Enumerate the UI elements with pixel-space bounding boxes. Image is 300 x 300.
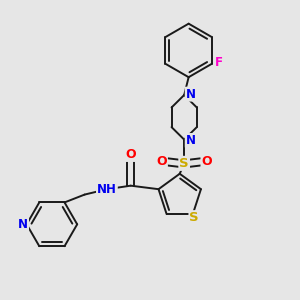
Text: NH: NH [97,183,117,196]
Text: N: N [186,88,196,100]
Text: S: S [190,211,199,224]
Text: N: N [18,218,28,231]
Text: F: F [215,56,223,69]
Text: O: O [202,155,212,168]
Text: O: O [156,155,167,168]
Text: S: S [179,157,189,170]
Text: O: O [125,148,136,161]
Text: N: N [186,134,196,147]
